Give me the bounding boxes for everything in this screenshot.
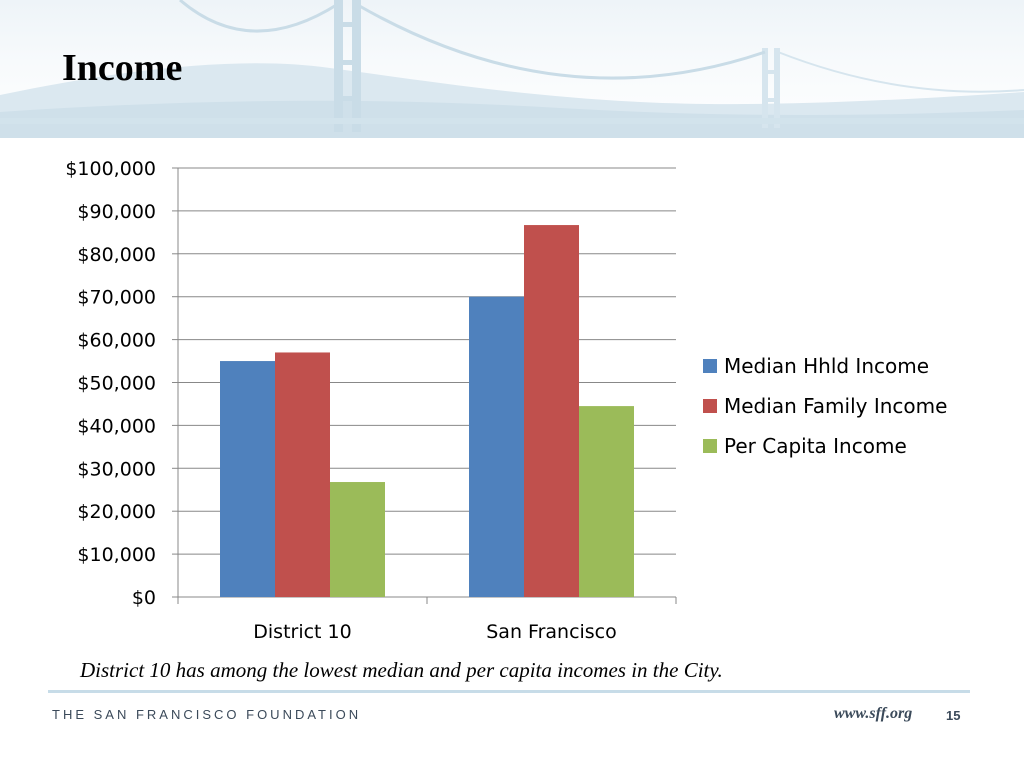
y-tick-label: $40,000 [77, 415, 156, 437]
y-tick-label: $30,000 [77, 458, 156, 480]
y-tick-label: $90,000 [77, 201, 156, 223]
golden-gate-bridge-illustration [0, 0, 1024, 138]
bar [524, 225, 579, 597]
income-bar-chart: $0 $10,000 $20,000 $30,000 $40,000 $50,000 $60… [65, 158, 947, 643]
bar [275, 352, 330, 597]
y-tick-label: $70,000 [77, 287, 156, 309]
bar [330, 482, 385, 597]
bar [469, 296, 524, 597]
x-category-label: San Francisco [486, 621, 617, 643]
legend-label: Per Capita Income [724, 434, 907, 458]
y-tick-label: $100,000 [65, 158, 156, 180]
y-tick-label: $10,000 [77, 544, 156, 566]
y-tick-label: $20,000 [77, 501, 156, 523]
slide-title: Income [62, 47, 183, 89]
page-number: 15 [946, 708, 961, 723]
header-banner [0, 0, 1024, 138]
legend-swatch [703, 439, 717, 453]
y-tick-label: $80,000 [77, 244, 156, 266]
y-tick-label: $0 [132, 587, 156, 609]
slide-caption: District 10 has among the lowest median … [80, 658, 723, 682]
legend-label: Median Hhld Income [724, 354, 929, 378]
footer-website-link[interactable]: www.sff.org [834, 705, 913, 722]
bar [579, 406, 634, 597]
footer-divider [48, 690, 970, 693]
legend-swatch [703, 399, 717, 413]
legend-label: Median Family Income [724, 394, 947, 418]
footer-org-name: THE SAN FRANCISCO FOUNDATION [52, 707, 362, 722]
legend-swatch [703, 359, 717, 373]
y-tick-label: $50,000 [77, 373, 156, 395]
bar [220, 361, 275, 597]
y-tick-label: $60,000 [77, 330, 156, 352]
x-category-label: District 10 [253, 621, 351, 643]
